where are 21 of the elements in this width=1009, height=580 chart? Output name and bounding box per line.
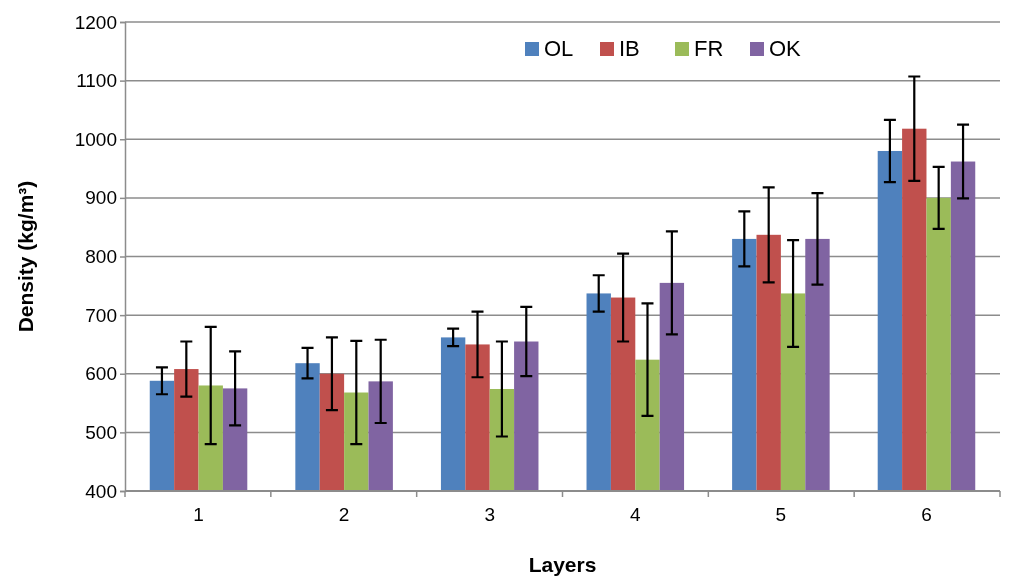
x-tick-label: 3 bbox=[484, 504, 495, 525]
x-tick-label: 1 bbox=[193, 504, 204, 525]
y-tick-label: 1200 bbox=[74, 11, 117, 33]
legend-label: IB bbox=[619, 36, 640, 61]
y-tick-label: 1100 bbox=[76, 70, 117, 92]
legend-label: OK bbox=[769, 36, 802, 61]
y-tick-label: 900 bbox=[85, 187, 117, 209]
x-axis-title: Layers bbox=[528, 553, 597, 576]
y-tick-label: 800 bbox=[85, 246, 117, 268]
x-tick-label: 2 bbox=[338, 504, 350, 525]
x-tick-label: 4 bbox=[630, 504, 642, 525]
x-tick-label: 6 bbox=[921, 504, 932, 525]
y-tick-label: 700 bbox=[85, 304, 117, 326]
x-tick-label: 5 bbox=[775, 504, 787, 525]
legend-label: OL bbox=[544, 36, 574, 61]
y-tick-label: 600 bbox=[85, 363, 117, 385]
y-axis-title: Density (kg/m³) bbox=[14, 180, 37, 333]
y-tick-label: 400 bbox=[85, 480, 117, 502]
y-tick-label: 500 bbox=[85, 421, 117, 443]
y-tick-label: 1000 bbox=[74, 128, 117, 150]
legend-label: FR bbox=[694, 36, 724, 61]
